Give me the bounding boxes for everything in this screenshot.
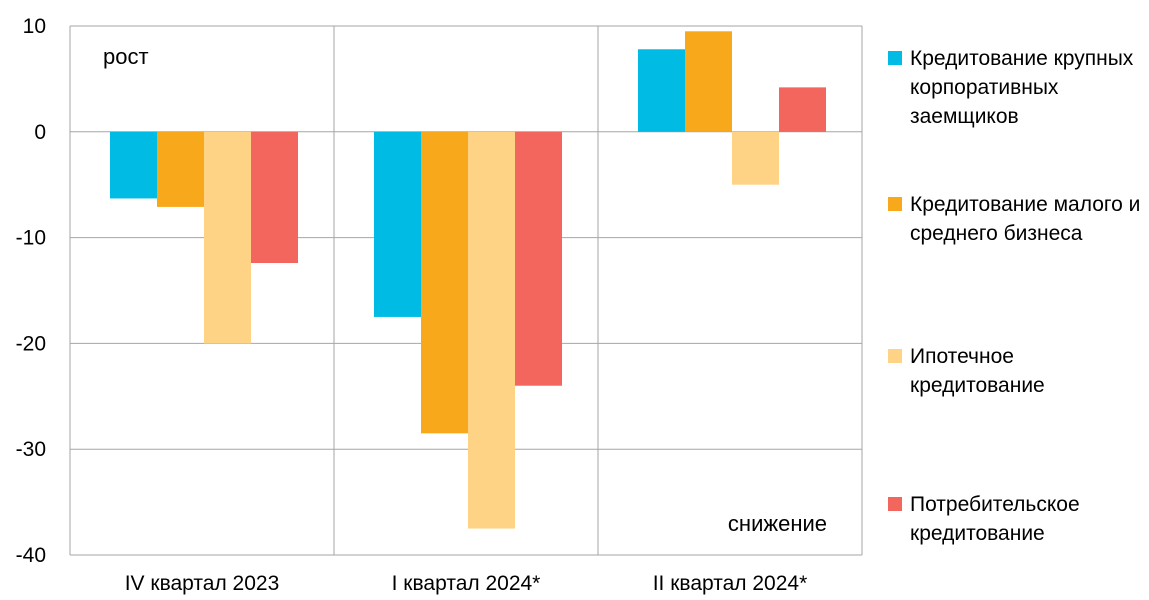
legend-label: Ипотечное кредитование — [910, 345, 1045, 397]
bar — [685, 31, 732, 132]
y-tick-label: -30 — [16, 438, 46, 461]
legend-swatch — [888, 349, 902, 363]
bar — [204, 131, 251, 344]
x-axis-categories: IV квартал 2023 I квартал 2024* II квартал… — [125, 572, 808, 595]
bar — [110, 131, 157, 199]
y-tick-label: -40 — [16, 544, 46, 567]
bar — [251, 131, 298, 263]
bar — [779, 87, 826, 132]
x-category-label: IV квартал 2023 — [125, 572, 280, 595]
x-category-label: I квартал 2024* — [392, 572, 541, 595]
bar — [515, 131, 562, 386]
legend-item-mortgage: Ипотечное кредитование — [888, 342, 1149, 400]
bar — [638, 49, 685, 132]
bar — [468, 131, 515, 529]
y-tick-label: -20 — [16, 332, 46, 355]
legend-item-large-corporate: Кредитование крупных корпоративных заемщ… — [888, 44, 1149, 131]
bar — [732, 131, 779, 185]
y-tick-label: 0 — [34, 121, 46, 144]
legend-label: Кредитование крупных корпоративных заемщ… — [910, 47, 1134, 128]
bars — [110, 31, 826, 529]
bar — [374, 131, 421, 317]
legend-item-consumer: Потребительское кредитование — [888, 490, 1149, 548]
legend-swatch — [888, 497, 902, 511]
legend-label: Кредитование малого и среднего бизнеса — [910, 193, 1141, 245]
x-category-label: II квартал 2024* — [653, 572, 808, 595]
annotation-growth: рост — [103, 44, 149, 69]
bar — [421, 131, 468, 434]
y-tick-label: 10 — [23, 15, 46, 38]
annotation-decline: снижение — [728, 511, 827, 536]
legend-swatch — [888, 197, 902, 211]
legend-swatch — [888, 51, 902, 65]
legend-item-sme: Кредитование малого и среднего бизнеса — [888, 190, 1149, 248]
y-tick-label: -10 — [16, 227, 46, 250]
bar — [157, 131, 204, 207]
y-axis-ticks: -40 -30 -20 -10 0 10 — [16, 15, 46, 567]
legend-label: Потребительское кредитование — [910, 493, 1080, 545]
